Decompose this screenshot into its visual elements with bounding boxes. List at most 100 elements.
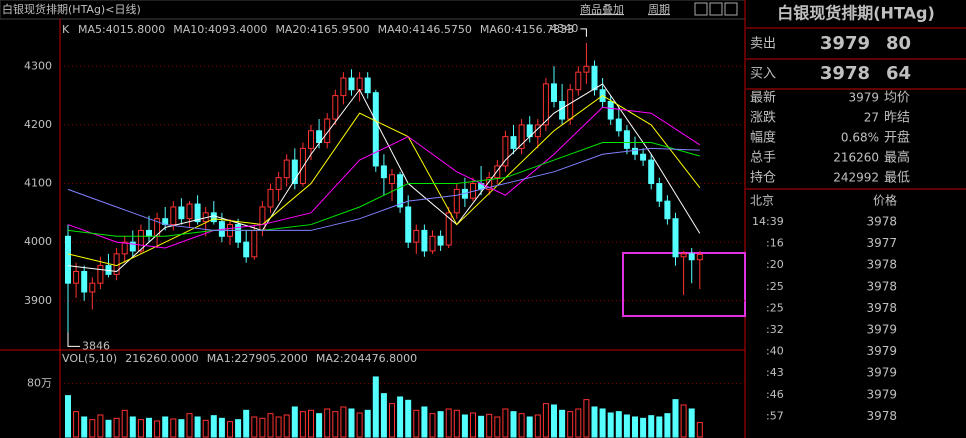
trade-time: :20 [766,258,784,271]
legend-entry: MA60:4156.7833 [480,23,574,36]
candle-body [308,130,314,149]
volume-bar [380,393,387,438]
volume-bar [348,408,355,438]
volume-bar [227,421,233,438]
volume-header: 216260.0000 [125,352,198,365]
quote-label: 最高 [884,150,910,166]
volume-bar [251,416,258,438]
volume-bar [389,403,395,438]
nav-button[interactable] [694,2,708,16]
candle-body [316,130,323,144]
candle-body [510,136,517,149]
volume-header: MA2:204476.8000 [316,352,417,365]
quote-label: 买入 [750,67,776,82]
volume-bar [542,403,549,438]
candle-body [640,153,647,161]
candle-body [615,118,622,132]
volume-bar [607,412,614,438]
volume-bar [461,414,468,438]
candle-body [502,136,509,167]
volume-bar [575,408,582,438]
candle-body [607,100,614,120]
trade-time: 14:39 [752,215,784,228]
quote-label: 持仓 [750,171,776,186]
volume-bar [648,415,655,438]
candle-body [429,235,436,252]
volume-bar [316,413,323,438]
y-tick-label: 4000 [24,235,52,248]
candle-body [559,100,566,120]
candle-body [680,253,687,258]
candle-body [421,229,428,252]
trade-price: 3977 [866,236,897,250]
volume-bar [559,409,566,438]
volume-bar [494,416,501,438]
ma-line [67,142,700,237]
quote-value: 3979 [848,91,879,105]
quote-label: 昨结 [884,111,910,126]
candle-body [389,174,395,185]
volume-bar [664,413,671,438]
annotation-arrow [67,332,80,347]
quote-label: 总手 [750,151,776,166]
volume-bar [275,416,282,438]
candle-body [397,174,404,208]
candle-body [518,124,525,149]
candle-body [453,188,460,214]
volume-bar [73,411,80,438]
quote-value: 242992 [833,171,879,185]
volume-bar [551,404,557,438]
candle-body [688,253,695,261]
trade-time: :32 [766,323,784,336]
ma-line [67,147,700,231]
candle-body [129,241,136,252]
candle-body [194,203,201,223]
toolbar-button[interactable]: 周期 [648,3,670,16]
volume-bar [583,399,590,438]
volume-bar [437,411,444,438]
candle-body [146,229,152,237]
quote-qty: 64 [886,63,911,84]
quote-value: 0.68% [841,131,879,145]
candle-body [364,77,371,94]
candle-body [65,235,71,284]
trade-header: 价格 [873,193,897,208]
candle-body [623,130,630,149]
volume-bar [413,409,420,438]
candle-body [575,71,582,91]
candle-body [332,95,339,120]
quote-label: 开盘 [884,130,910,146]
volume-bar [478,415,485,438]
quote-label: 最低 [884,171,910,186]
volume-bar [599,408,606,438]
candle-body [372,92,379,167]
volume-bar [162,416,169,438]
volume-bar [567,411,574,438]
candle-body [591,65,598,91]
y-tick-label: 3900 [24,294,52,307]
volume-bar [89,419,96,438]
candle-body [656,183,663,202]
quote-label: 涨跌 [750,110,776,126]
volume-bar [518,413,525,438]
trade-price: 3979 [866,344,897,358]
quote-value: 216260 [833,151,879,165]
nav-button[interactable] [724,2,738,16]
candle-body [299,147,306,185]
volume-bar [194,416,201,438]
candle-body [291,159,298,185]
candle-body [186,203,193,220]
volume-header: VOL(5,10) [62,352,117,365]
volume-bar [429,413,436,438]
trade-price: 3978 [866,215,897,229]
volume-bar [510,411,517,438]
ma-line [67,106,701,249]
volume-bar [81,416,88,438]
volume-bar [356,412,363,438]
candle-body [97,265,104,284]
candle-body [356,77,363,91]
nav-button[interactable] [709,2,723,16]
y-tick-label: 4200 [24,118,52,131]
volume-bar [421,406,428,438]
toolbar-button[interactable]: 商品叠加 [580,2,624,16]
